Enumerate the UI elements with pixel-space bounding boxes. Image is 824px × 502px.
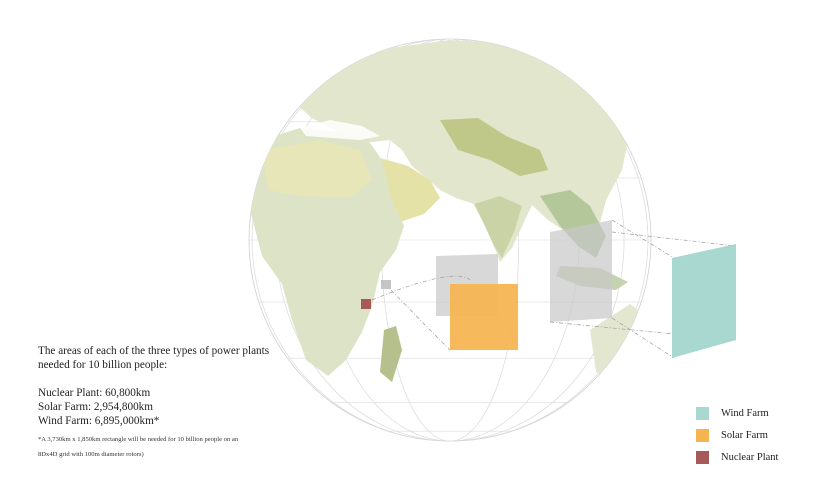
nuclear-plant-area [361,299,371,309]
mediterranean-sea [300,120,380,140]
legend-label-nuclear: Nuclear Plant [721,451,779,463]
himalaya-region [440,118,548,176]
wind-farm-projection [550,220,612,322]
sahara-desert [262,140,372,198]
legend-item-solar: Solar Farm [696,424,778,446]
wind-area-stat: Wind Farm: 6,895,000km* [38,415,160,427]
solar-farm-area [450,284,518,350]
wind-farm-area [672,244,736,358]
solar-area-stat: Solar Farm: 2,954,800km [38,401,153,413]
wind-swatch [696,406,709,420]
landmasses [250,40,651,386]
madagascar-landmass [380,326,402,382]
wind-footnote: *A 3,730km x 1,850km rectangle will be n… [38,436,239,458]
legend-item-nuclear: Nuclear Plant [696,446,778,468]
legend: Wind Farm Solar Farm Nuclear Plant [696,402,778,468]
nuclear-swatch [696,450,709,464]
legend-label-wind: Wind Farm [721,407,769,419]
area-caption: The areas of each of the three types of … [38,344,298,462]
caption-intro: The areas of each of the three types of … [38,345,270,371]
legend-label-solar: Solar Farm [721,429,768,441]
solar-swatch [696,428,709,442]
legend-item-wind: Wind Farm [696,402,778,424]
nuclear-area-stat: Nuclear Plant: 60,800km [38,387,151,399]
india-landmass [474,196,522,258]
small-area-marker [381,280,391,289]
